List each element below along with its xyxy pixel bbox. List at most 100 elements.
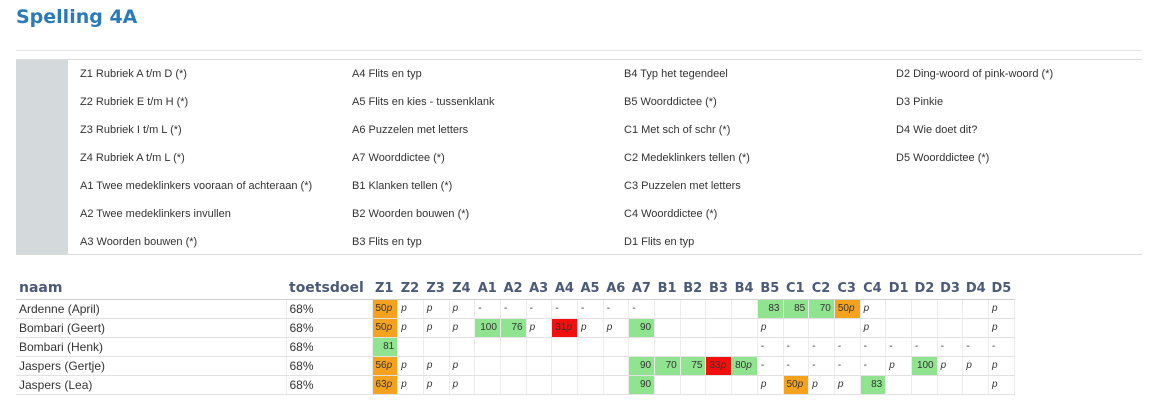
score-cell-b1[interactable]: 70 [654, 356, 681, 376]
score-cell-z4[interactable]: p [449, 318, 476, 338]
score-cell-a5[interactable]: - [577, 299, 604, 319]
score-cell-c2[interactable]: 70 [808, 299, 835, 319]
score-cell-b3[interactable] [705, 318, 733, 338]
score-cell-a7[interactable]: - [628, 299, 656, 319]
score-cell-c3[interactable]: - [834, 356, 861, 376]
score-cell-a2[interactable]: - [500, 299, 527, 319]
score-cell-c3[interactable]: - [834, 337, 861, 357]
column-header-z4[interactable]: Z4 [449, 278, 475, 300]
column-header-b1[interactable]: B1 [654, 278, 681, 300]
score-cell-b4[interactable] [731, 337, 758, 357]
score-cell-b5[interactable]: 83 [757, 299, 784, 319]
score-cell-z1[interactable]: 50p [372, 318, 399, 338]
score-cell-d2[interactable] [911, 318, 938, 338]
score-cell-a6[interactable] [603, 375, 630, 395]
score-cell-c1[interactable]: 85 [783, 299, 810, 319]
score-cell-z4[interactable] [449, 337, 476, 357]
column-header-z2[interactable]: Z2 [397, 278, 424, 300]
score-cell-a6[interactable]: p [603, 318, 630, 338]
score-cell-c4[interactable]: p [860, 318, 887, 338]
column-header-a2[interactable]: A2 [500, 278, 527, 300]
score-cell-a4[interactable] [551, 356, 578, 376]
column-header-d4[interactable]: D4 [962, 278, 989, 300]
score-cell-z1[interactable]: 56p [372, 356, 399, 376]
column-header-toetsdoel[interactable]: toetsdoel [286, 278, 372, 300]
score-cell-z1[interactable]: 81 [372, 337, 399, 357]
column-header-naam[interactable]: naam [16, 278, 286, 300]
score-cell-z3[interactable]: p [423, 299, 450, 319]
column-header-c1[interactable]: C1 [783, 278, 809, 300]
student-name[interactable]: Jaspers (Lea) [16, 375, 287, 395]
score-cell-d1[interactable]: p [885, 356, 912, 376]
score-cell-a6[interactable] [603, 356, 630, 376]
score-cell-b4[interactable] [731, 299, 758, 319]
score-cell-a1[interactable]: 100 [474, 318, 501, 338]
score-cell-c2[interactable]: p [808, 375, 835, 395]
score-cell-b3[interactable] [705, 337, 733, 357]
score-cell-a6[interactable] [603, 337, 630, 357]
score-cell-c1[interactable]: - [783, 337, 810, 357]
student-name[interactable]: Ardenne (April) [16, 299, 287, 319]
score-cell-z2[interactable] [397, 337, 424, 357]
score-cell-d1[interactable] [885, 318, 912, 338]
score-cell-z3[interactable] [423, 337, 450, 357]
score-cell-b5[interactable]: p [757, 375, 784, 395]
score-cell-z2[interactable]: p [397, 356, 424, 376]
score-cell-a2[interactable]: 76 [500, 318, 527, 338]
score-cell-a7[interactable]: 90 [628, 375, 656, 395]
student-name[interactable]: Bombari (Henk) [16, 337, 287, 357]
score-cell-a7[interactable] [628, 337, 656, 357]
score-cell-d2[interactable] [911, 375, 938, 395]
column-header-a1[interactable]: A1 [474, 278, 501, 300]
score-cell-d5[interactable]: - [988, 337, 1015, 357]
score-cell-a3[interactable] [526, 375, 553, 395]
score-cell-a5[interactable] [577, 337, 604, 357]
score-cell-a5[interactable] [577, 375, 604, 395]
score-cell-d3[interactable] [937, 299, 964, 319]
score-cell-a2[interactable] [500, 375, 527, 395]
score-cell-a1[interactable] [474, 375, 501, 395]
score-cell-c4[interactable]: p [860, 299, 887, 319]
score-cell-c2[interactable] [808, 318, 835, 338]
score-cell-d4[interactable] [962, 299, 989, 319]
score-cell-b1[interactable] [654, 337, 681, 357]
score-cell-z1[interactable]: 63p [372, 375, 399, 395]
score-cell-b5[interactable]: - [757, 337, 784, 357]
table-row[interactable]: Bombari (Geert) 68% 50p p p p 100 76 p 31p p p 90 p p p [16, 318, 1015, 338]
score-cell-d1[interactable] [885, 299, 912, 319]
score-cell-c3[interactable]: 50p [834, 299, 861, 319]
score-cell-a4[interactable] [551, 375, 578, 395]
score-cell-d5[interactable]: p [988, 375, 1015, 395]
score-cell-d4[interactable]: p [962, 356, 989, 376]
score-cell-d1[interactable] [885, 375, 912, 395]
column-header-b5[interactable]: B5 [757, 278, 783, 300]
score-cell-a1[interactable]: - [474, 299, 501, 319]
score-cell-z4[interactable]: p [449, 375, 476, 395]
score-cell-c3[interactable] [834, 318, 861, 338]
column-header-d1[interactable]: D1 [885, 278, 912, 300]
score-cell-a7[interactable]: 90 [628, 318, 656, 338]
score-cell-d5[interactable]: p [988, 318, 1015, 338]
score-cell-a6[interactable]: - [603, 299, 630, 319]
score-cell-c3[interactable]: p [834, 375, 861, 395]
score-cell-b3[interactable]: 33p [705, 356, 733, 376]
score-cell-b3[interactable] [705, 299, 733, 319]
score-cell-c4[interactable]: - [860, 337, 887, 357]
score-cell-d5[interactable]: p [988, 299, 1015, 319]
score-cell-a5[interactable]: p [577, 318, 604, 338]
score-cell-z2[interactable]: p [397, 299, 424, 319]
score-cell-a3[interactable] [526, 337, 553, 357]
score-cell-b1[interactable] [654, 299, 681, 319]
column-header-a3[interactable]: A3 [526, 278, 552, 300]
column-header-c4[interactable]: C4 [860, 278, 886, 300]
score-cell-d3[interactable] [937, 318, 964, 338]
score-cell-d2[interactable]: - [911, 337, 938, 357]
score-cell-b2[interactable] [680, 337, 707, 357]
score-cell-b2[interactable]: 75 [680, 356, 707, 376]
score-cell-d1[interactable]: - [885, 337, 912, 357]
score-cell-b4[interactable] [731, 318, 758, 338]
score-cell-d4[interactable] [962, 375, 989, 395]
score-cell-b1[interactable] [654, 375, 681, 395]
score-cell-z4[interactable]: p [449, 356, 476, 376]
score-cell-b5[interactable]: - [757, 356, 784, 376]
